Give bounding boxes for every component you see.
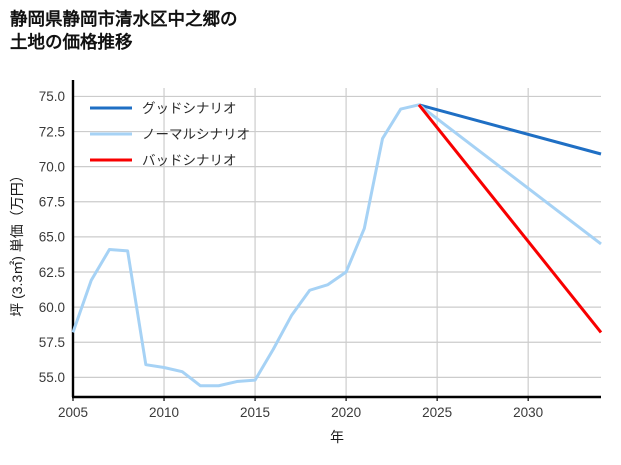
plot-axes [71,80,601,399]
legend-label: ノーマルシナリオ [142,127,250,142]
y-tick-label: 70.0 [39,159,65,174]
x-tick-label: 2015 [240,405,270,420]
x-tick-label: 2005 [58,405,88,420]
chart-title: 静岡県静岡市清水区中之郷の 土地の価格推移 [10,9,238,53]
series-line-normal [71,103,602,388]
grid-lines [72,88,601,397]
y-tick-label: 60.0 [39,300,65,315]
series-line-bad [417,103,603,334]
data-series [71,103,603,388]
axis-titles: 年 坪 (3.3㎡) 単価（万円） [9,168,344,445]
x-tick-label: 2025 [422,405,452,420]
y-tick-label: 72.5 [39,124,65,139]
x-tick-label: 2030 [513,405,543,420]
y-tick-label: 57.5 [39,335,65,350]
legend-label: グッドシナリオ [142,101,237,116]
x-axis-ticks: 2005 2010 2015 2020 2025 2030 [58,397,543,420]
y-tick-label: 55.0 [39,370,65,385]
x-tick-label: 2010 [149,405,179,420]
legend-label: バッドシナリオ [142,153,237,168]
series-line-good [418,103,602,156]
y-tick-label: 75.0 [39,89,65,104]
y-axis-ticks: 55.0 57.5 60.0 62.5 65.0 67.5 70.0 72.5 75.0 [39,89,65,385]
y-tick-label: 62.5 [39,265,65,280]
x-axis-title: 年 [330,429,344,445]
y-tick-label: 65.0 [39,230,65,245]
y-tick-label: 67.5 [39,195,65,210]
y-axis-title: 坪 (3.3㎡) 単価（万円） [9,168,25,317]
x-tick-label: 2020 [331,405,361,420]
